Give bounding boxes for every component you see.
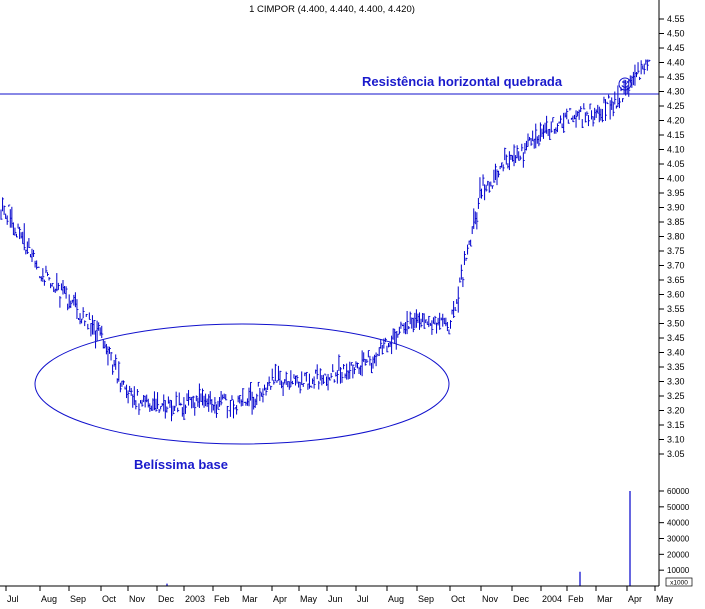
- time-tick-label: Jun: [328, 594, 343, 604]
- price-tick-label: 4.15: [667, 130, 685, 140]
- price-tick-label: 3.05: [667, 449, 685, 459]
- price-axis: 4.55 4.50 4.45 4.40 4.35 4.30 4.25 4.20 4.15 4.10…: [659, 14, 685, 459]
- time-tick-label: Aug: [388, 594, 404, 604]
- volume-tick-label: 60000: [667, 487, 690, 496]
- price-tick-label: 3.40: [667, 348, 685, 358]
- time-tick-label: Nov: [482, 594, 499, 604]
- time-tick-label: Dec: [513, 594, 530, 604]
- time-tick-label: Apr: [273, 594, 287, 604]
- time-tick-label: Dec: [158, 594, 175, 604]
- price-tick-label: 4.50: [667, 29, 685, 39]
- price-tick-label: 4.55: [667, 14, 685, 24]
- volume-tick-label: 10000: [667, 566, 690, 575]
- price-tick-label: 4.30: [667, 87, 685, 97]
- price-tick-label: 4.45: [667, 43, 685, 53]
- time-tick-label: Mar: [242, 594, 258, 604]
- time-tick-label: May: [300, 594, 318, 604]
- price-tick-label: 4.00: [667, 174, 685, 184]
- price-tick-label: 3.10: [667, 435, 685, 445]
- price-tick-label: 3.35: [667, 362, 685, 372]
- price-tick-label: 3.70: [667, 261, 685, 271]
- price-tick-label: 3.15: [667, 420, 685, 430]
- time-tick-label: 2004: [542, 594, 562, 604]
- time-tick-label: Aug: [41, 594, 57, 604]
- price-tick-label: 4.35: [667, 72, 685, 82]
- time-tick-label: 2003: [185, 594, 205, 604]
- volume-tick-label: 30000: [667, 535, 690, 544]
- resistance-annotation: Resistência horizontal quebrada: [362, 74, 563, 89]
- price-tick-label: 3.75: [667, 246, 685, 256]
- base-ellipse: [34, 323, 450, 445]
- price-tick-label: 3.50: [667, 319, 685, 329]
- volume-tick-label: 40000: [667, 519, 690, 528]
- time-tick-label: Feb: [568, 594, 584, 604]
- price-tick-label: 3.80: [667, 232, 685, 242]
- volume-tick-label: 20000: [667, 550, 690, 559]
- price-tick-label: 4.25: [667, 101, 685, 111]
- price-tick-label: 4.20: [667, 116, 685, 126]
- volume-tick-label: 50000: [667, 503, 690, 512]
- time-tick-label: Apr: [628, 594, 642, 604]
- price-tick-label: 3.25: [667, 391, 685, 401]
- time-axis: Jul Aug Sep Oct Nov Dec 2003 Feb Mar Apr May Jun Jul…: [5, 586, 674, 604]
- volume-unit-box: [665, 577, 693, 587]
- volume-bars: [166, 491, 631, 586]
- time-tick-label: Jul: [357, 594, 369, 604]
- time-tick-label: Nov: [129, 594, 146, 604]
- volume-axis: 60000 50000 40000 30000 20000 10000: [659, 487, 690, 575]
- price-tick-label: 3.45: [667, 333, 685, 343]
- time-tick-label: Mar: [597, 594, 613, 604]
- time-tick-label: Feb: [214, 594, 230, 604]
- chart-title: 1 CIMPOR (4.400, 4.440, 4.400, 4.420): [249, 4, 415, 15]
- price-tick-label: 4.05: [667, 159, 685, 169]
- base-annotation: Belíssima base: [134, 457, 228, 472]
- price-tick-label: 3.55: [667, 304, 685, 314]
- price-tick-label: 4.10: [667, 145, 685, 155]
- price-bars: [0, 59, 651, 422]
- price-tick-label: 4.40: [667, 58, 685, 68]
- time-tick-label: Sep: [70, 594, 86, 604]
- volume-unit-label: x1000: [670, 580, 688, 587]
- time-tick-label: Jul: [7, 594, 19, 604]
- price-tick-label: 3.30: [667, 377, 685, 387]
- smiley-icon: [618, 77, 632, 91]
- price-tick-label: 3.85: [667, 217, 685, 227]
- price-tick-label: 3.20: [667, 406, 685, 416]
- time-tick-label: Oct: [102, 594, 117, 604]
- time-tick-label: Sep: [418, 594, 434, 604]
- time-tick-label: Oct: [451, 594, 466, 604]
- price-tick-label: 3.95: [667, 188, 685, 198]
- price-tick-label: 3.90: [667, 203, 685, 213]
- price-tick-label: 3.65: [667, 275, 685, 285]
- price-tick-label: 3.60: [667, 290, 685, 300]
- time-tick-label: May: [656, 594, 674, 604]
